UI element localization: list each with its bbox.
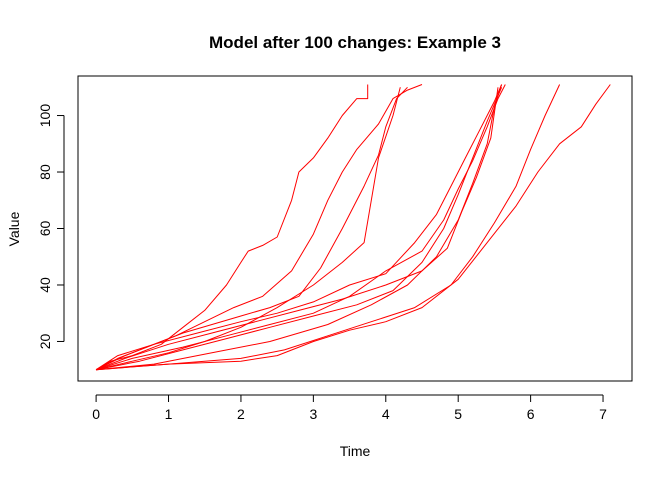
x-tick-label-1: 1 [165,406,173,422]
series-line-5 [95,84,503,371]
x-tick-label-3: 3 [309,406,317,422]
series-line-11 [96,84,611,371]
series-line-8 [96,84,503,371]
y-tick-label-60: 60 [37,221,53,237]
y-tick-label-20: 20 [37,333,53,349]
series-line-9 [95,87,499,371]
y-tick-label-40: 40 [37,277,53,293]
x-tick-label-0: 0 [92,406,100,422]
x-tick-label-7: 7 [599,406,607,422]
series-line-10 [96,84,561,371]
series-line-3 [95,86,408,371]
plot-frame [77,75,633,382]
y-tick-label-80: 80 [37,164,53,180]
series-line-1 [95,84,369,371]
x-tick-label-6: 6 [527,406,535,422]
series-line-7 [96,87,503,371]
y-axis: 20 40 60 80 100 [37,104,65,349]
x-axis-label: Time [340,443,371,459]
x-axis: 0 1 2 3 4 5 6 7 [92,394,607,422]
x-tick-label-5: 5 [454,406,462,422]
chart-title: Model after 100 changes: Example 3 [209,33,501,52]
x-tick-label-2: 2 [237,406,245,422]
series-layer [95,84,611,371]
y-tick-label-100: 100 [37,104,53,128]
x-tick-label-4: 4 [382,406,390,422]
series-line-4 [95,87,401,371]
series-line-6 [95,84,506,371]
y-axis-label: Value [6,211,22,246]
